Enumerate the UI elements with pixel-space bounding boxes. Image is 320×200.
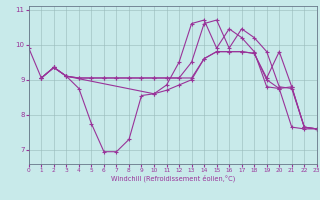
X-axis label: Windchill (Refroidissement éolien,°C): Windchill (Refroidissement éolien,°C) (111, 175, 235, 182)
